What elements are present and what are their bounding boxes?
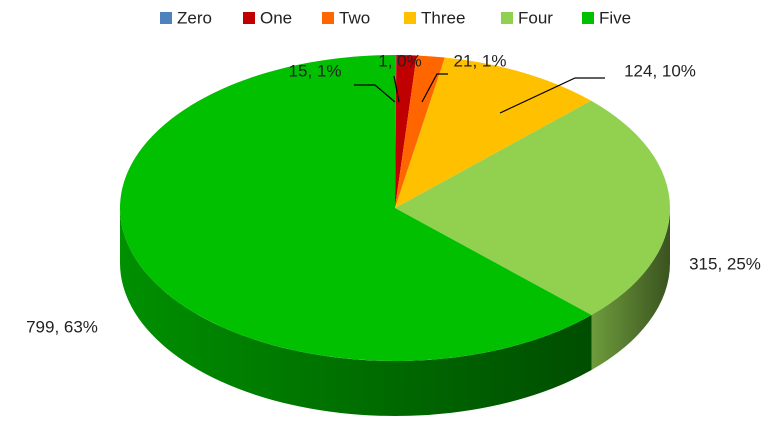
slice-side bbox=[591, 208, 670, 371]
data-label: 1, 0% bbox=[378, 51, 421, 70]
data-label: 15, 1% bbox=[289, 61, 342, 80]
legend-swatch bbox=[501, 12, 513, 24]
leader-line bbox=[421, 73, 448, 103]
slice bbox=[395, 57, 592, 208]
legend-swatch bbox=[322, 12, 334, 24]
legend-swatch bbox=[582, 12, 594, 24]
data-label: 21, 1% bbox=[454, 51, 507, 70]
leader-line bbox=[393, 75, 400, 103]
legend-label: Three bbox=[421, 8, 465, 27]
slice bbox=[119, 54, 592, 361]
legend-label: Two bbox=[339, 8, 370, 27]
slice bbox=[395, 100, 670, 316]
legend-label: Four bbox=[518, 8, 553, 27]
leader-line bbox=[499, 77, 605, 114]
legend-swatch bbox=[404, 12, 416, 24]
data-label: 124, 10% bbox=[624, 61, 696, 80]
leader-line bbox=[354, 84, 396, 103]
data-label: 799, 63% bbox=[26, 317, 98, 336]
legend-label: One bbox=[260, 8, 292, 27]
legend-label: Five bbox=[599, 8, 631, 27]
slice bbox=[395, 55, 445, 208]
legend-label: Zero bbox=[177, 8, 212, 27]
slice bbox=[395, 55, 397, 208]
slice-side bbox=[120, 208, 592, 417]
data-label: 315, 25% bbox=[689, 254, 761, 273]
legend-swatch bbox=[160, 12, 172, 24]
legend-swatch bbox=[243, 12, 255, 24]
slice bbox=[395, 55, 417, 208]
